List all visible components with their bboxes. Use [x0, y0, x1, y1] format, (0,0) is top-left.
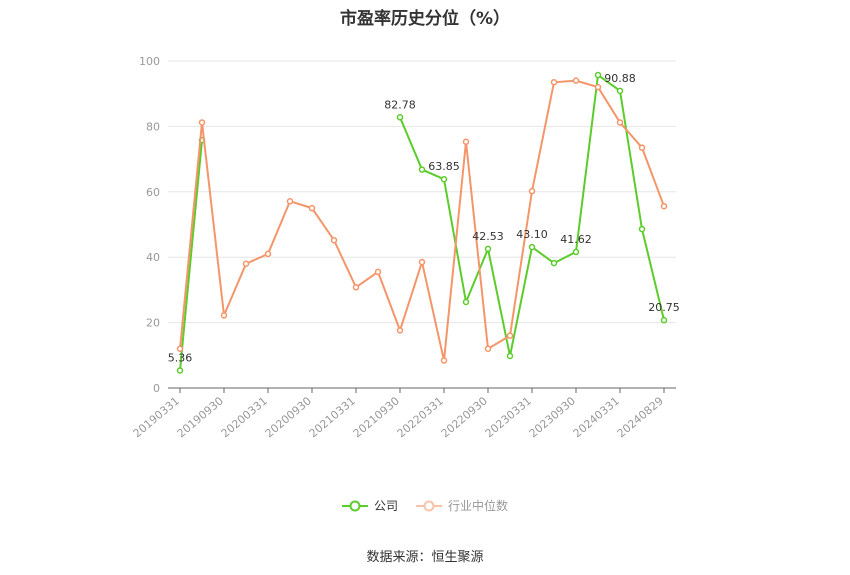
- data-label-company: 90.88: [604, 72, 636, 85]
- x-tick-label: 20190331: [131, 394, 182, 440]
- point-industry[interactable]: [462, 138, 470, 146]
- point-industry[interactable]: [440, 357, 448, 364]
- grid-lines: [168, 60, 676, 324]
- point-industry[interactable]: [352, 284, 360, 291]
- point-industry[interactable]: [396, 327, 404, 334]
- point-company[interactable]: [484, 245, 492, 253]
- point-company[interactable]: [440, 175, 448, 183]
- x-tick-label: 20200331: [219, 394, 270, 440]
- point-industry[interactable]: [330, 236, 338, 244]
- point-company[interactable]: [506, 352, 514, 360]
- x-tick-label: 20190930: [175, 394, 226, 440]
- legend-item-industry[interactable]: 行业中位数: [416, 497, 508, 514]
- legend: 公司 行业中位数: [0, 497, 850, 514]
- point-industry[interactable]: [242, 260, 250, 267]
- y-tick-label: 80: [146, 120, 160, 133]
- data-source: 数据来源：恒生聚源: [366, 550, 484, 565]
- data-label-company: 42.53: [472, 230, 504, 243]
- x-tick-label: 20230930: [527, 394, 578, 440]
- point-industry[interactable]: [660, 202, 668, 210]
- point-company[interactable]: [616, 87, 624, 95]
- point-company[interactable]: [176, 367, 184, 374]
- point-industry[interactable]: [616, 119, 624, 126]
- point-industry[interactable]: [176, 345, 184, 353]
- point-company[interactable]: [660, 316, 668, 324]
- x-tick-label: 20220331: [395, 394, 446, 440]
- point-industry[interactable]: [308, 204, 316, 212]
- data-label-company: 5.36: [168, 351, 193, 364]
- point-company[interactable]: [638, 225, 646, 233]
- x-tick-label: 20230331: [483, 394, 534, 440]
- point-industry[interactable]: [550, 79, 558, 86]
- y-tick-label: 0: [153, 382, 160, 395]
- series-line-company: [399, 73, 665, 357]
- y-tick-label: 20: [146, 317, 160, 330]
- x-tick-label: 20200930: [263, 394, 314, 440]
- x-tick-label: 20240829: [615, 394, 666, 440]
- y-tick-label: 60: [146, 186, 160, 199]
- point-company[interactable]: [572, 248, 580, 256]
- point-industry[interactable]: [374, 268, 382, 276]
- x-tick-label: 20240331: [571, 394, 622, 440]
- data-label-company: 20.75: [648, 301, 680, 314]
- legend-industry-label: 行业中位数: [448, 499, 509, 513]
- point-industry[interactable]: [220, 312, 228, 319]
- point-industry[interactable]: [506, 332, 514, 339]
- data-label-company: 82.78: [384, 98, 416, 111]
- point-company[interactable]: [418, 166, 426, 173]
- data-label-company: 41.62: [560, 233, 592, 246]
- legend-company-marker-icon: [341, 500, 368, 511]
- point-industry[interactable]: [594, 83, 602, 91]
- series-lines: [176, 71, 668, 374]
- x-tick-label: 20210331: [307, 394, 358, 440]
- series-line-company: [179, 140, 203, 371]
- point-industry[interactable]: [286, 198, 294, 205]
- point-industry[interactable]: [638, 144, 646, 151]
- y-tick-label: 40: [146, 251, 160, 264]
- y-tick-label: 100: [139, 55, 160, 68]
- point-industry[interactable]: [264, 250, 272, 258]
- point-company[interactable]: [594, 71, 602, 79]
- chart-title: 市盈率历史分位（%）: [339, 9, 511, 29]
- x-tick-label: 20220930: [439, 394, 490, 440]
- data-label-company: 63.85: [428, 160, 460, 173]
- point-company[interactable]: [462, 298, 470, 306]
- point-company[interactable]: [396, 114, 404, 121]
- legend-industry-marker-icon: [416, 500, 442, 511]
- data-label-company: 43.10: [516, 228, 548, 241]
- chart-canvas: 0 20 40 60 80 100 2019033120190930202003312020…: [131, 55, 680, 440]
- point-industry[interactable]: [528, 187, 536, 195]
- point-industry[interactable]: [572, 77, 580, 84]
- x-tick-label: 20210930: [351, 394, 402, 440]
- legend-item-company[interactable]: 公司: [341, 497, 398, 514]
- data-labels: 5.36 82.78 63.85 42.53 43.10 41.62 90.88 20.75: [168, 72, 680, 365]
- legend-company-label: 公司: [373, 499, 398, 513]
- point-industry[interactable]: [418, 258, 426, 266]
- point-industry[interactable]: [198, 119, 206, 126]
- point-company[interactable]: [528, 243, 536, 251]
- point-industry[interactable]: [484, 345, 492, 353]
- point-company[interactable]: [550, 259, 558, 267]
